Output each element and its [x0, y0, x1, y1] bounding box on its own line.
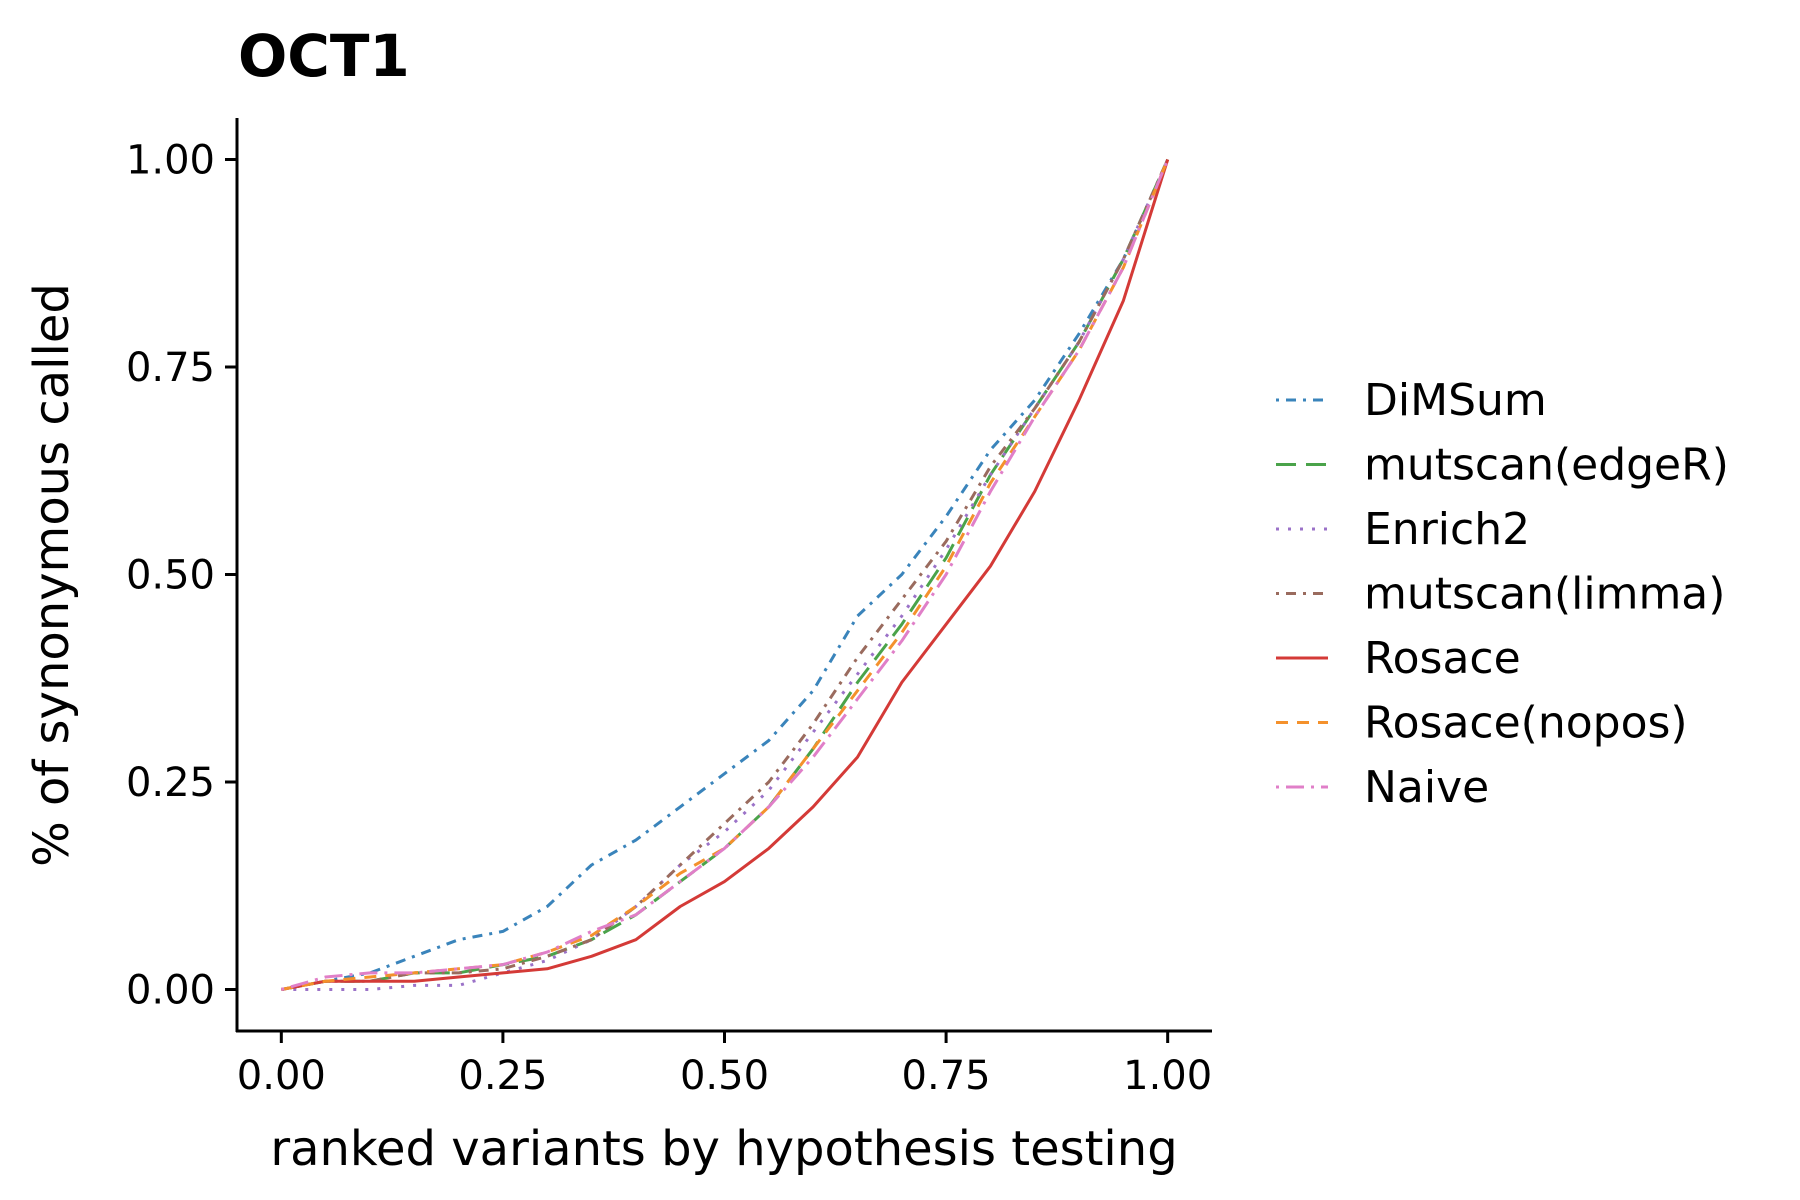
legend-label: mutscan(edgeR): [1364, 440, 1729, 491]
chart-title: OCT1: [238, 22, 410, 90]
legend-label: Rosace(nopos): [1364, 698, 1688, 749]
y-tick-label: 0.25: [126, 760, 215, 806]
y-tick-label: 0.75: [126, 345, 215, 391]
series-line-enrich2: [281, 158, 1170, 991]
legend-label: Naive: [1364, 762, 1489, 813]
series-line-naive: [280, 158, 1170, 991]
legend-label: mutscan(limma): [1364, 569, 1725, 620]
y-axis-label: % of synonymous called: [24, 283, 80, 867]
legend-label: DiMSum: [1364, 375, 1547, 426]
x-tick-label: 0.75: [902, 1053, 991, 1099]
x-tick-label: 0.25: [458, 1053, 547, 1099]
plot-area: [280, 158, 1170, 991]
series-line-dimsum: [281, 158, 1170, 991]
series-line-rosace: [281, 159, 1170, 991]
y-ticks: 0.00 0.25 0.50 0.75 1.00: [126, 138, 237, 1014]
x-tick-label: 0.50: [680, 1053, 769, 1099]
x-tick-label: 1.00: [1123, 1053, 1212, 1099]
y-tick-label: 0.00: [126, 968, 215, 1014]
x-tick-label: 0.00: [237, 1053, 326, 1099]
series-line-rosace-nopos: [281, 158, 1170, 991]
series-line-mutscan-edger: [281, 158, 1170, 991]
legend-label: Enrich2: [1364, 504, 1530, 555]
legend: DiMSum mutscan(edgeR) Enrich2 mutscan(limma…: [1276, 375, 1729, 813]
x-ticks: 0.00 0.25 0.50 0.75 1.00: [237, 1031, 1212, 1099]
legend-label: Rosace: [1364, 633, 1521, 684]
x-axis-label: ranked variants by hypothesis testing: [270, 1121, 1177, 1177]
series-line-mutscan-limma: [281, 158, 1170, 991]
y-tick-label: 0.50: [126, 553, 215, 599]
y-tick-label: 1.00: [126, 138, 215, 184]
